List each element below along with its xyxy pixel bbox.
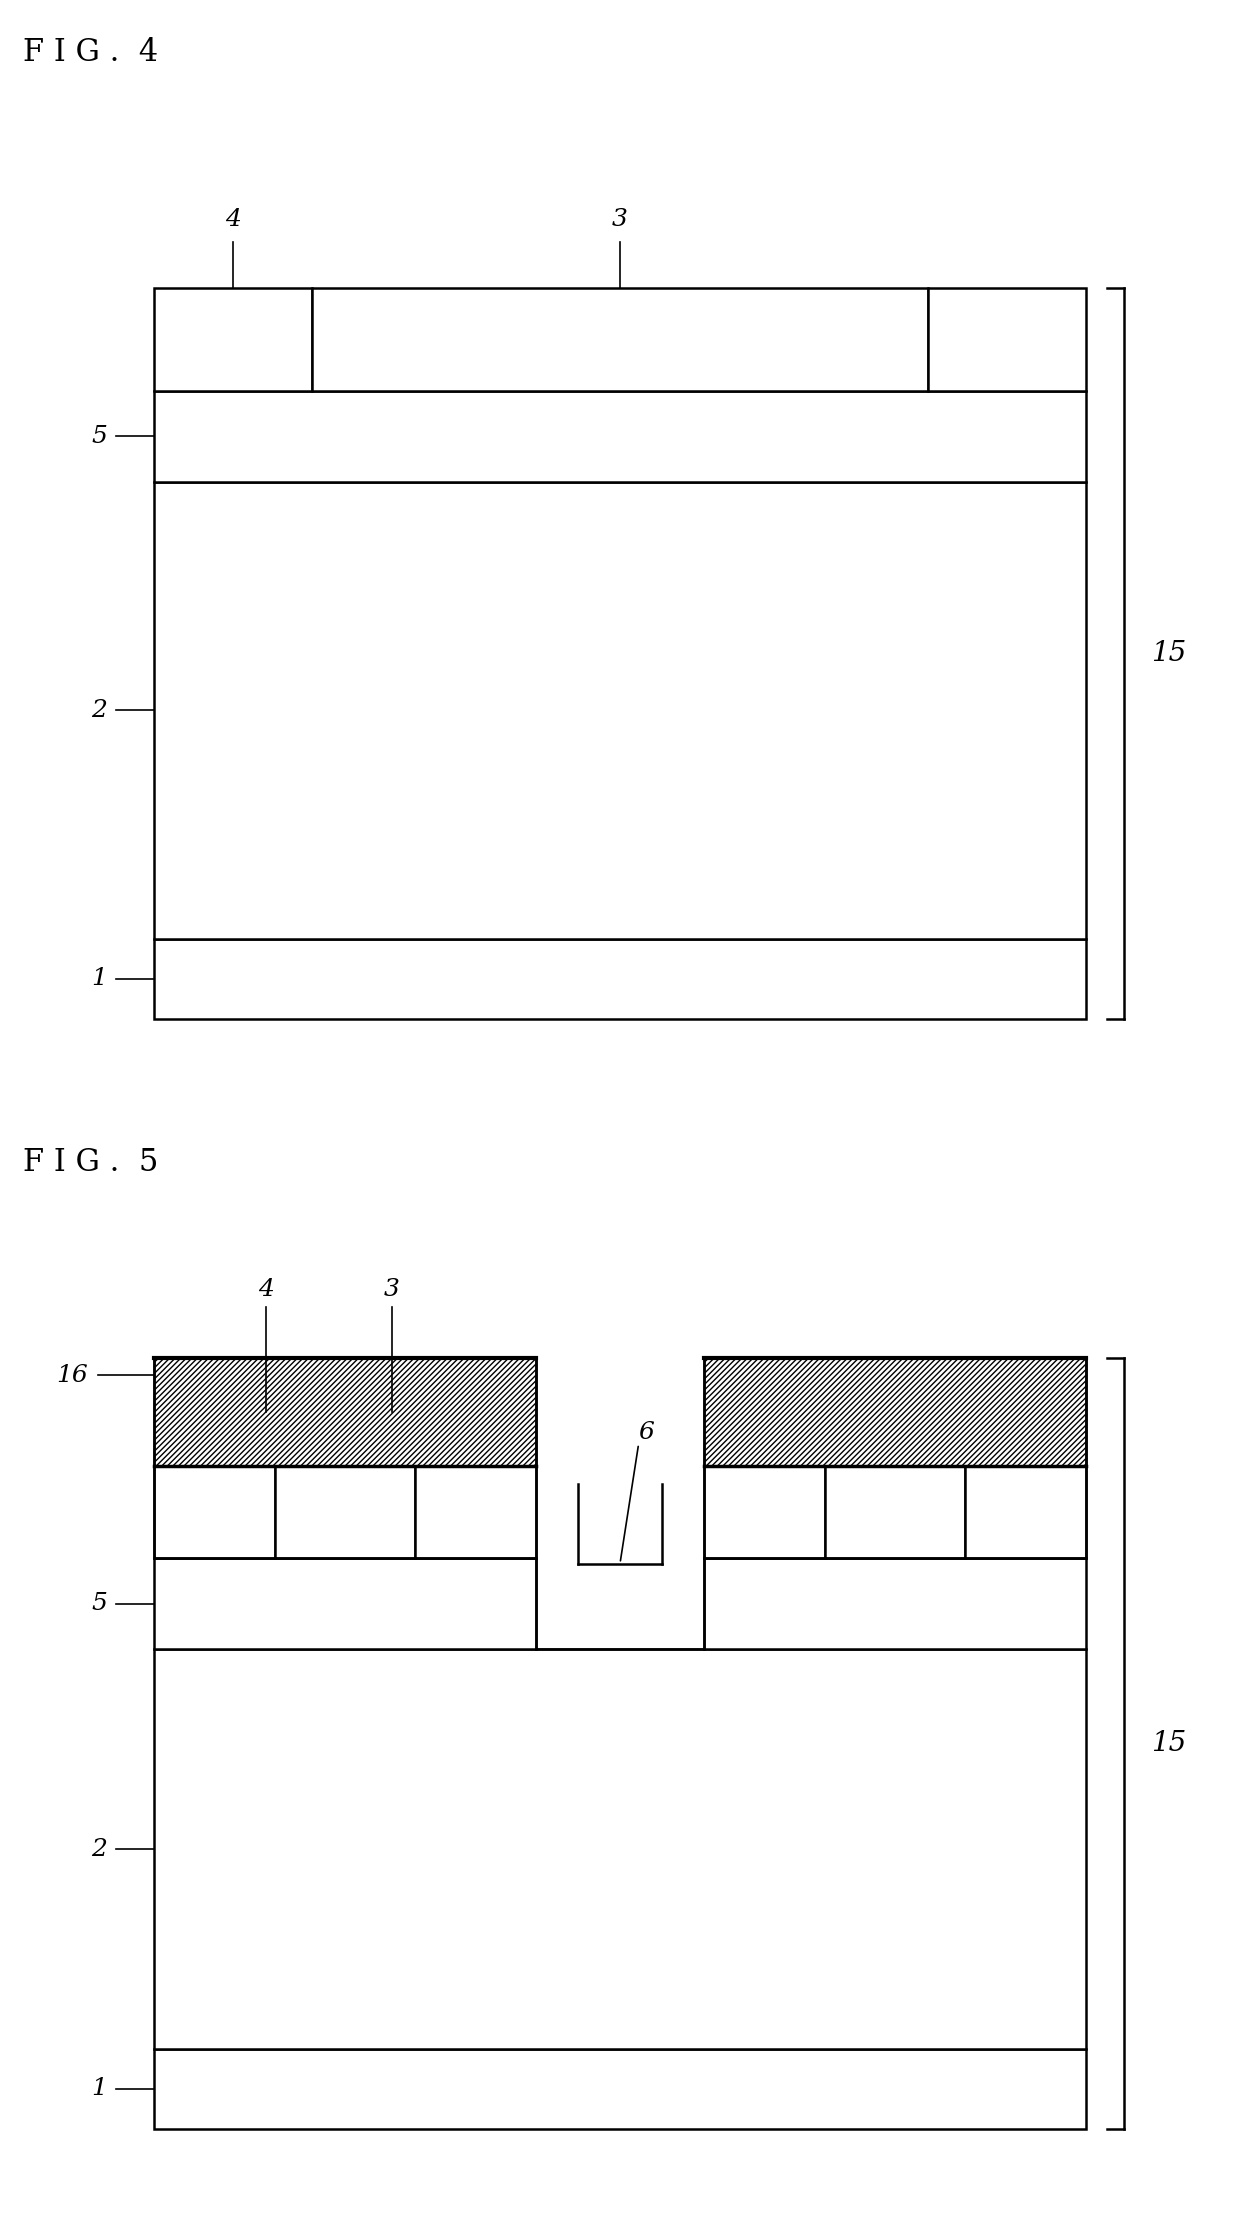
Bar xyxy=(154,1649,1086,2049)
Text: 1: 1 xyxy=(92,967,107,990)
Bar xyxy=(154,1466,275,1557)
Text: 5: 5 xyxy=(92,424,107,447)
Bar xyxy=(154,391,1086,483)
Text: 15: 15 xyxy=(1152,639,1187,666)
Text: 3: 3 xyxy=(383,1278,399,1300)
Bar xyxy=(825,1466,965,1557)
Bar xyxy=(154,1358,536,1557)
Bar xyxy=(154,288,312,391)
Bar xyxy=(154,2049,1086,2129)
Text: 2: 2 xyxy=(92,699,107,722)
Bar xyxy=(415,1466,536,1557)
Text: 3: 3 xyxy=(613,208,627,230)
Bar xyxy=(154,1358,536,1466)
Bar xyxy=(704,1466,825,1557)
Bar xyxy=(704,1358,1086,1466)
Bar xyxy=(154,1557,536,1649)
Text: F I G .  4: F I G . 4 xyxy=(24,36,159,67)
Text: 6: 6 xyxy=(639,1421,655,1443)
Text: 4: 4 xyxy=(258,1278,274,1300)
Bar xyxy=(928,288,1086,391)
Bar xyxy=(965,1466,1086,1557)
Bar xyxy=(312,288,928,391)
Bar xyxy=(154,938,1086,1019)
Text: F I G .  5: F I G . 5 xyxy=(24,1146,159,1177)
Text: 2: 2 xyxy=(92,1839,107,1861)
Text: 1: 1 xyxy=(92,2078,107,2100)
Bar xyxy=(704,1557,1086,1649)
Text: 16: 16 xyxy=(57,1363,88,1387)
Bar xyxy=(704,1358,1086,1557)
Text: 5: 5 xyxy=(92,1593,107,1615)
Bar xyxy=(154,483,1086,938)
Text: 4: 4 xyxy=(226,208,241,230)
Bar xyxy=(275,1466,415,1557)
Text: 15: 15 xyxy=(1152,1729,1187,1756)
